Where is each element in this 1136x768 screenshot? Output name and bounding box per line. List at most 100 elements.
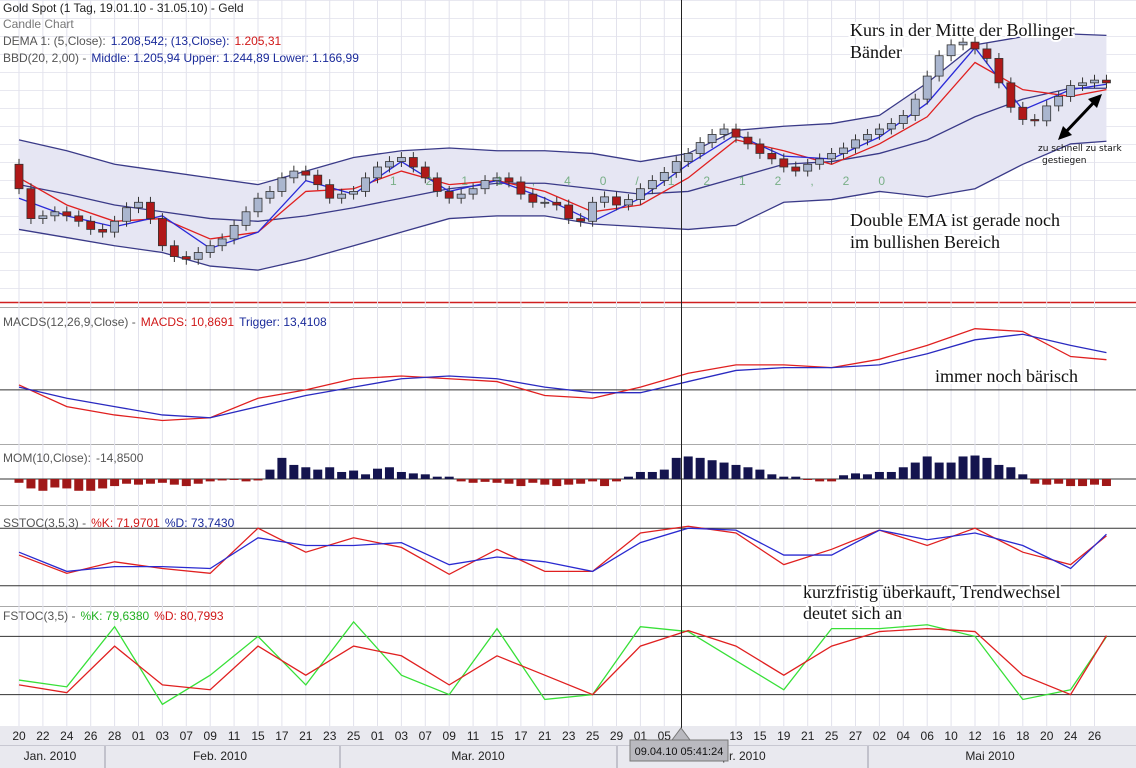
candle-body [361, 177, 370, 192]
candle-body [886, 123, 896, 130]
x-tick-label: 28 [108, 729, 122, 743]
bar [683, 456, 693, 480]
x-tick-label: 23 [323, 729, 337, 743]
bar [444, 476, 454, 480]
bar [325, 467, 335, 480]
candle-body [671, 161, 681, 173]
month-label: Mai 2010 [965, 749, 1015, 763]
bar [1078, 479, 1088, 487]
bar [396, 471, 406, 480]
legend-text: %K: 79,6380 [80, 609, 149, 623]
annotation: Kurs in der Mitte der Bollinger [850, 20, 1074, 40]
candle-body [659, 172, 669, 181]
x-tick-label: 26 [84, 729, 98, 743]
candle-body [205, 245, 215, 253]
bar [898, 467, 908, 480]
candle-body [1006, 82, 1016, 108]
candle-body [791, 166, 801, 172]
bar [98, 479, 108, 489]
bar [420, 474, 430, 480]
x-tick-label: 07 [180, 729, 194, 743]
legend-text: SSTOC(3,5,3) - [3, 516, 86, 530]
bar [970, 455, 980, 480]
bar [731, 464, 741, 480]
candle-body [229, 224, 239, 240]
candle-body [492, 177, 502, 181]
bar [623, 476, 633, 480]
candle-body [169, 245, 179, 257]
candle-body [1078, 82, 1087, 86]
bar [456, 479, 466, 482]
annotation: im bullishen Bereich [850, 232, 1000, 252]
line-series [18, 33, 1107, 186]
bar [289, 464, 299, 480]
candle-body [217, 238, 227, 247]
bar [480, 479, 490, 482]
legend-line: Gold Spot (1 Tag, 19.01.10 - 31.05.10) -… [3, 1, 244, 15]
candle-body [743, 136, 753, 145]
month-label: Feb. 2010 [193, 749, 247, 763]
annotation: deutet sich an [803, 603, 902, 623]
legend-text: BBD(20, 2,00) - [3, 51, 86, 65]
bar [62, 479, 72, 489]
bar [552, 479, 562, 487]
candle-body [588, 201, 597, 222]
candle-body [385, 161, 394, 168]
bar [719, 462, 729, 480]
bar [277, 457, 287, 480]
bar [492, 479, 502, 483]
x-tick-label: 26 [1088, 729, 1102, 743]
candle-body [432, 177, 442, 192]
time-axis [0, 726, 1136, 768]
bar [241, 479, 251, 482]
legend-text: Middle: 1.205,94 Upper: 1.244,89 Lower: … [91, 51, 359, 65]
bar [910, 462, 920, 480]
candle-body [719, 128, 729, 135]
bar [922, 456, 932, 480]
candle-body [564, 204, 574, 219]
bar [86, 479, 96, 491]
x-tick-label: 20 [1040, 729, 1054, 743]
bar [862, 474, 872, 480]
bar [779, 476, 789, 480]
x-tick-label: 24 [60, 729, 74, 743]
legend-text: MOM(10,Close): [3, 451, 91, 465]
candle-body [253, 197, 263, 213]
x-tick-label: 13 [729, 729, 743, 743]
candle-body [647, 180, 657, 190]
bar [755, 469, 765, 480]
legend-text: %D: 80,7993 [154, 609, 224, 623]
legend-line: BBD(20, 2,00) - Middle: 1.205,94 Upper: 1… [3, 51, 359, 65]
x-tick-label: 24 [1064, 729, 1078, 743]
candle-body [313, 174, 323, 186]
bar [408, 473, 418, 480]
candle-body [1102, 79, 1111, 84]
bar [600, 479, 610, 487]
candle-body [504, 177, 514, 183]
candle-body [146, 201, 155, 219]
bar [791, 476, 801, 480]
candle-body [516, 181, 526, 195]
candle-body [301, 170, 311, 176]
candle-body [26, 188, 36, 219]
bar [934, 462, 944, 480]
bar [671, 457, 681, 480]
candle-body [157, 218, 167, 247]
candle-body [636, 188, 645, 200]
legend-text: %K: 71,9701 [91, 516, 160, 530]
candle-body [552, 201, 562, 206]
candle-body [1018, 106, 1028, 120]
line-series [18, 328, 1107, 422]
bar [588, 479, 598, 482]
x-tick-label: 17 [275, 729, 289, 743]
month-label: Jan. 2010 [24, 749, 77, 763]
bar [528, 479, 538, 483]
candle-body [910, 98, 920, 116]
candle-body [815, 158, 825, 165]
candle-body [325, 184, 335, 199]
line-series [18, 527, 1107, 573]
bar [468, 479, 478, 483]
candle-body [851, 139, 860, 149]
